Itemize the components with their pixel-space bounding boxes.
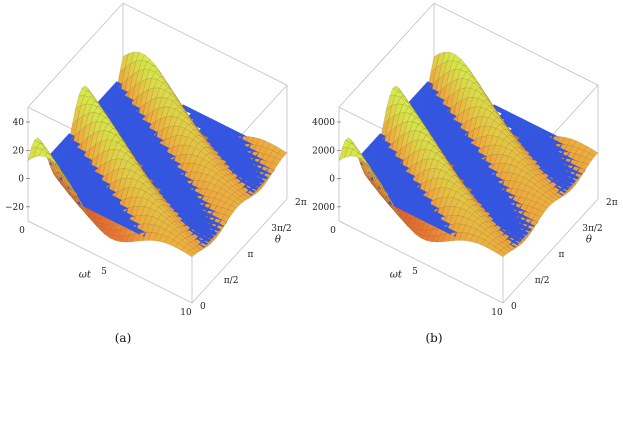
x-tick-label: 10 [491,308,503,318]
x-axis-label: ωt [390,269,403,280]
box-base-edge [27,198,288,304]
axis-ticks: 4000 2000 0 −2000 0 5 10 ωt 0 π/2 π 3π/2 2π θ [311,118,618,318]
box-base-edge [338,198,599,304]
z-tick-label: 40 [13,118,25,128]
surface-plot: 40 20 0 −20 0 5 10 ωt 0 π/2 π 3π/2 2π θ (a) [5,2,307,345]
z-tick-label: 0 [18,175,24,185]
x-tick-label: 10 [180,308,192,318]
panel-b: 4000 2000 0 −2000 0 5 10 ωt 0 π/2 π 3π/2 2π θ (b) [311,0,622,440]
axis-ticks: 40 20 0 −20 0 5 10 ωt 0 π/2 π 3π/2 2π θ [5,118,307,318]
surface-patch [186,250,196,258]
plot-a: 40 20 0 −20 0 5 10 ωt 0 π/2 π 3π/2 2π θ (a) [5,2,307,345]
y-tick-label: π [559,250,565,260]
y-tick-label: 3π/2 [271,224,291,234]
y-tick-label: 3π/2 [582,224,602,234]
y-tick-label: π/2 [224,276,239,286]
z-tick-label: 4000 [312,118,335,128]
y-tick-label: 0 [200,302,206,312]
plot-b: 4000 2000 0 −2000 0 5 10 ωt 0 π/2 π 3π/2 2π θ (b) [311,2,618,345]
panel-caption: (b) [425,331,442,345]
y-tick-label: π [248,250,254,260]
panel-caption: (a) [115,331,132,345]
x-tick-label: 5 [412,267,418,277]
y-tick-label: 0 [511,302,517,312]
z-tick-label: −20 [5,203,24,213]
surface-mesh [27,51,288,258]
y-tick-label: 2π [295,198,307,208]
x-tick-label: 5 [101,267,107,277]
y-tick-label: π/2 [535,276,550,286]
surface-mesh [338,51,599,258]
x-tick-label: 0 [330,226,336,236]
x-tick-label: 0 [19,226,25,236]
surface-patch [497,250,507,258]
panel-a: 40 20 0 −20 0 5 10 ωt 0 π/2 π 3π/2 2π θ (a) [0,0,311,440]
z-tick-label: −2000 [311,203,335,213]
z-tick-label: 2000 [312,146,335,156]
y-tick-label: 2π [606,198,618,208]
y-axis-label: θ [275,235,281,246]
y-axis-label: θ [586,235,592,246]
z-tick-label: 0 [329,175,335,185]
z-tick-label: 20 [13,146,25,156]
surface-plot: 4000 2000 0 −2000 0 5 10 ωt 0 π/2 π 3π/2 2π θ (b) [311,2,618,345]
x-axis-label: ωt [79,269,92,280]
